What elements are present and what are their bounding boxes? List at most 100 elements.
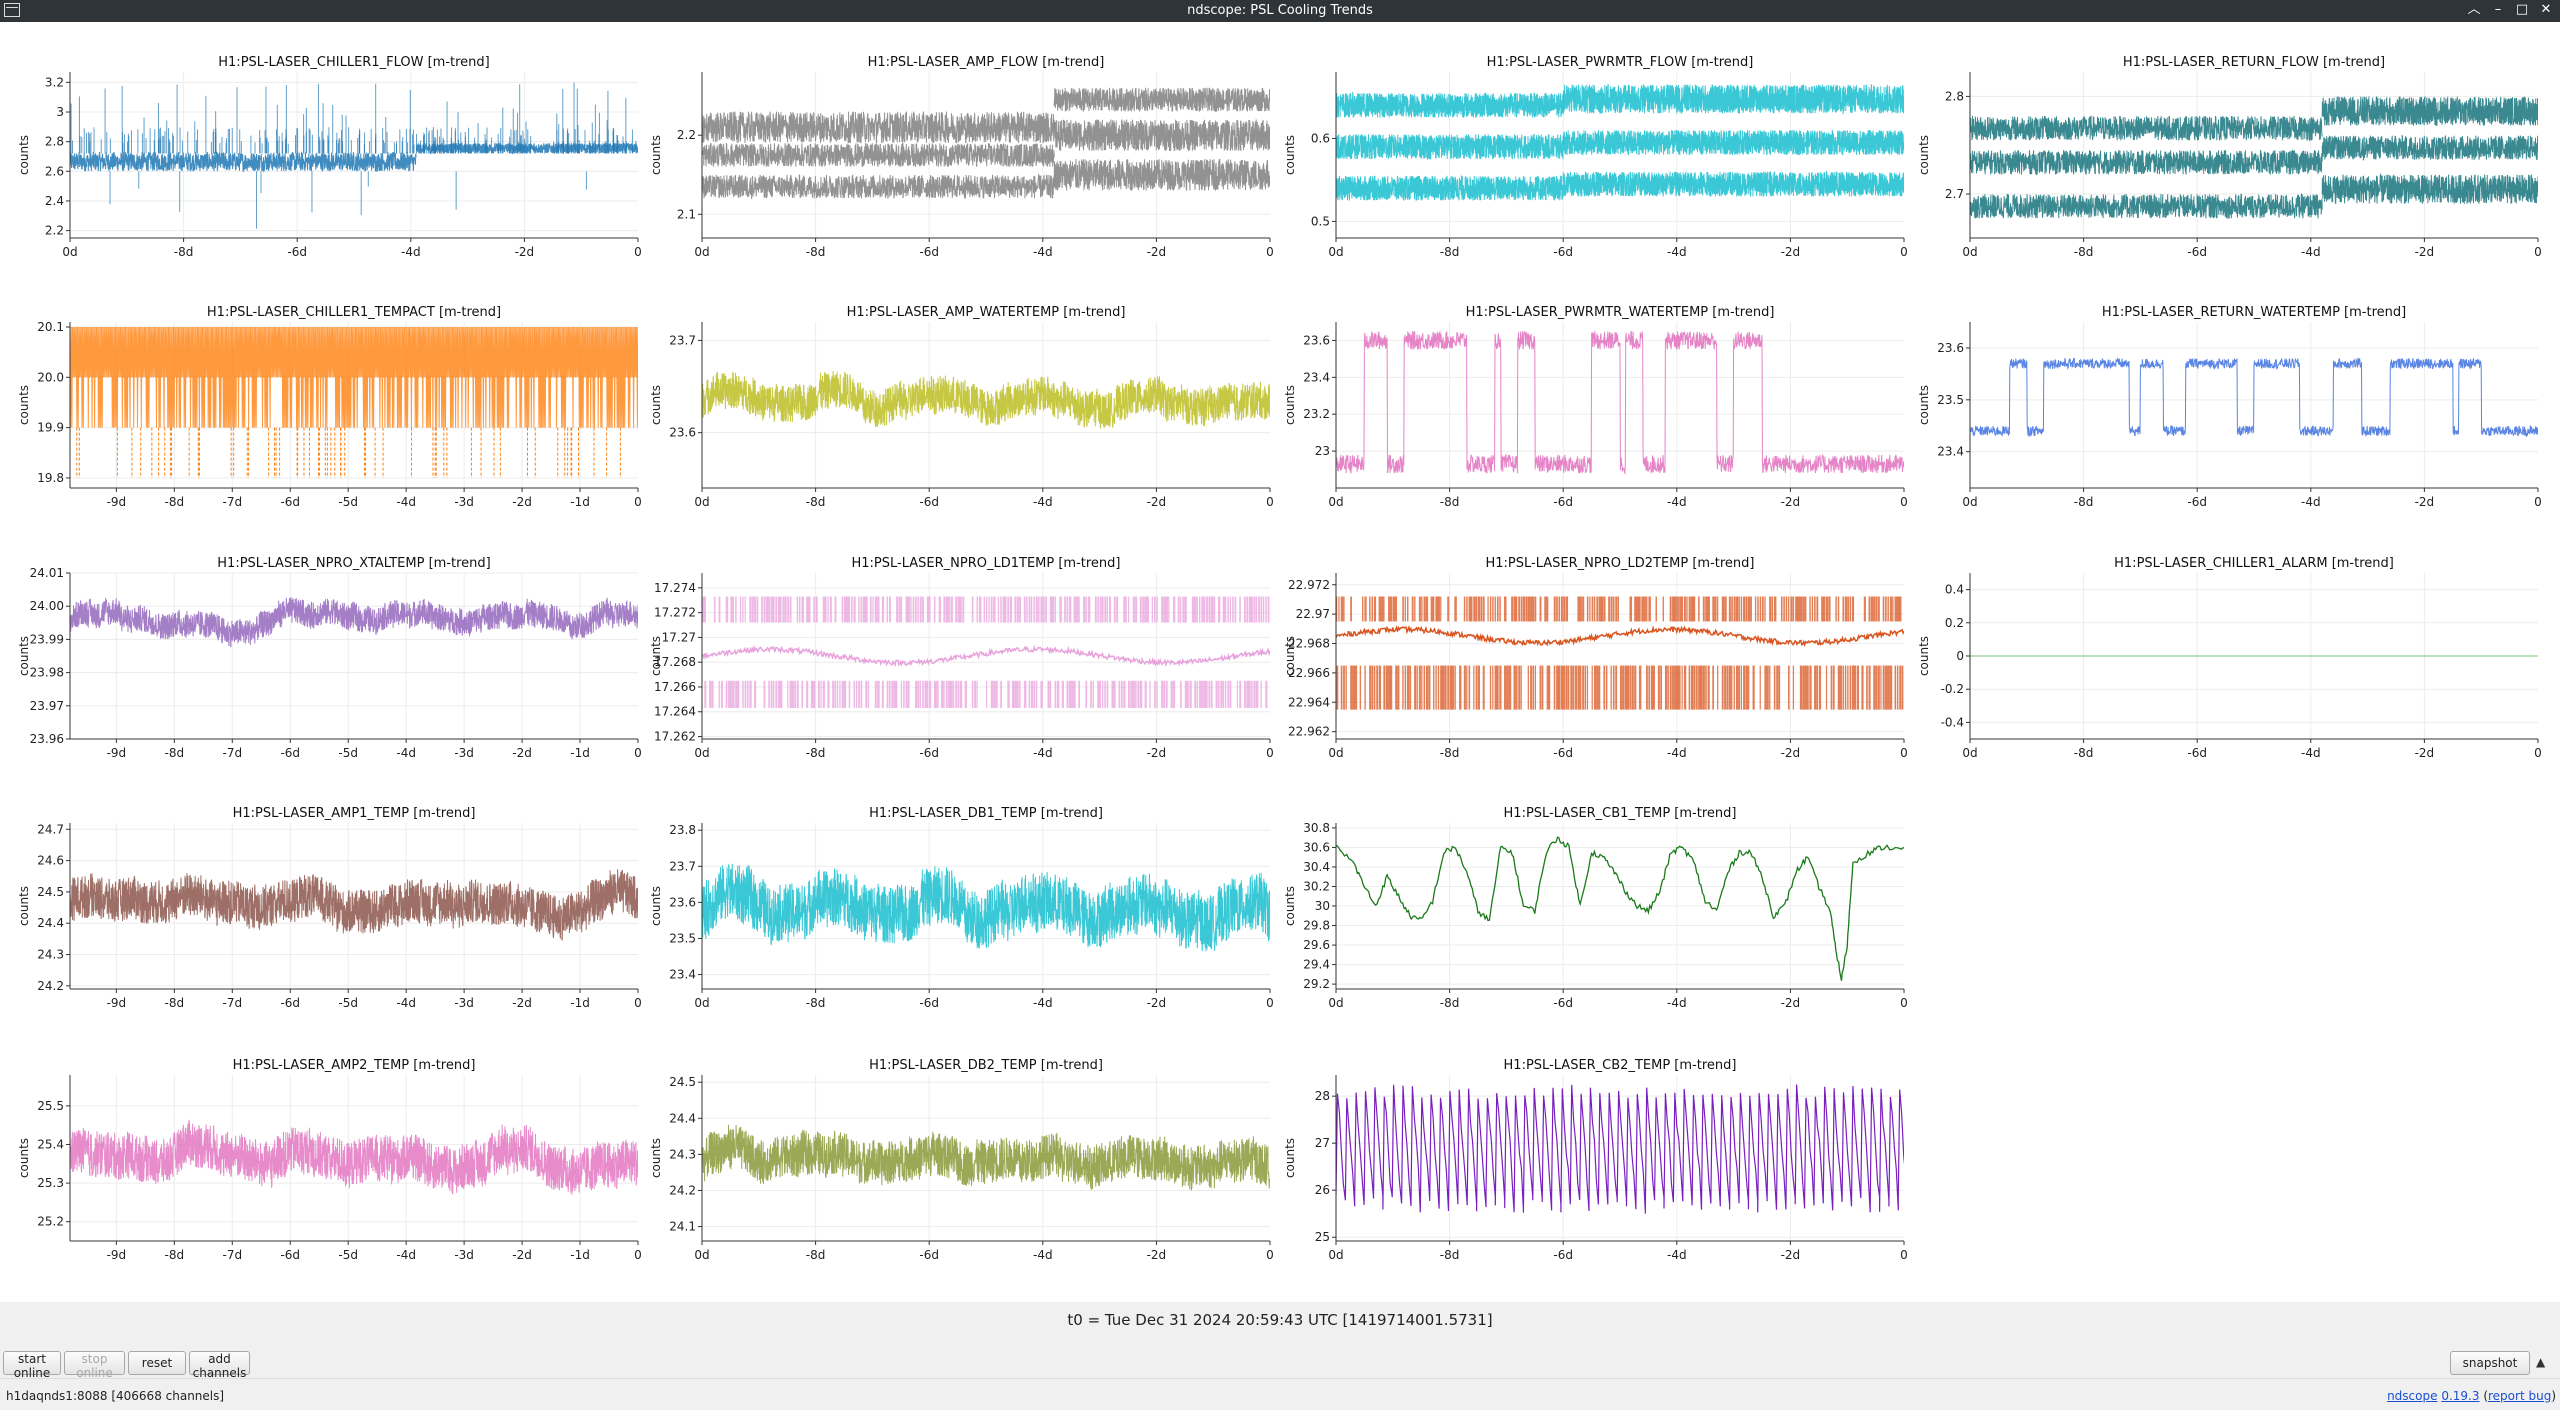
series-band	[1679, 596, 1682, 622]
series-band	[1735, 665, 1739, 710]
series-band	[1601, 596, 1604, 622]
x-tick-label: 0	[1900, 996, 1908, 1010]
series-band	[1123, 596, 1126, 623]
series-band	[1099, 596, 1102, 623]
series-band	[1707, 665, 1710, 710]
series-band	[1544, 596, 1547, 622]
series-band	[1094, 596, 1097, 623]
series-band	[1717, 596, 1719, 622]
plot-grid[interactable]: H1:PSL-LASER_CHILLER1_FLOW [m-trend] 2.2 2…	[0, 22, 2560, 1302]
series-band	[844, 680, 847, 709]
series-line	[1970, 357, 2538, 438]
y-tick-label: 20.0	[37, 370, 64, 384]
series-band	[806, 596, 809, 623]
series-band	[711, 680, 714, 709]
series-band	[1172, 596, 1176, 623]
minimize-icon[interactable]: –	[2494, 2, 2502, 17]
series-band	[1816, 596, 1819, 622]
x-tick-label: -8d	[165, 746, 185, 760]
add-channels-button[interactable]: add channels	[189, 1351, 250, 1380]
y-tick-label: 2.6	[45, 164, 64, 178]
series-band	[1435, 596, 1438, 622]
series-band	[1828, 596, 1831, 622]
maximize-icon[interactable]: □	[2515, 2, 2529, 17]
series-band	[993, 596, 996, 623]
series-band	[1629, 665, 1632, 710]
plot-5[interactable]: H1:PSL-LASER_CHILLER1_TEMPACT [m-trend] 1…	[17, 305, 642, 509]
series-band	[929, 596, 931, 623]
plot-12[interactable]: H1:PSL-LASER_CHILLER1_ALARM [m-trend] -0.…	[1917, 556, 2542, 760]
plot-9[interactable]: H1:PSL-LASER_NPRO_XTALTEMP [m-trend] 23.9…	[17, 556, 642, 760]
series-band	[1064, 596, 1066, 623]
plot-title: H1:PSL-LASER_CHILLER1_TEMPACT [m-trend]	[207, 305, 501, 320]
series-band	[841, 596, 844, 623]
series-band	[1199, 680, 1202, 709]
app-window-icon[interactable]	[4, 3, 20, 17]
keep-above-icon[interactable]: ︿	[2467, 2, 2481, 17]
series-band	[1802, 596, 1805, 622]
plot-10[interactable]: H1:PSL-LASER_NPRO_LD1TEMP [m-trend] 17.26…	[649, 556, 1274, 760]
plot-13[interactable]: H1:PSL-LASER_AMP1_TEMP [m-trend] 24.2 24.3…	[17, 806, 642, 1010]
series-band	[881, 680, 884, 709]
plot-11[interactable]: H1:PSL-LASER_NPRO_LD2TEMP [m-trend] 22.96…	[1283, 556, 1908, 760]
y-axis-label: counts	[1283, 385, 1297, 425]
series-band	[1518, 665, 1521, 710]
y-tick-label: 25.4	[37, 1137, 64, 1151]
series-band	[1560, 665, 1564, 710]
plot-8[interactable]: H1:PSL-LASER_RETURN_WATERTEMP [m-trend] 2…	[1917, 305, 2542, 509]
reset-button[interactable]: reset	[128, 1351, 186, 1375]
x-tick-label: 0d	[1962, 495, 1977, 509]
series-band	[1866, 665, 1868, 710]
series-band	[1423, 665, 1426, 710]
series-band	[1421, 665, 1423, 710]
snapshot-button[interactable]: snapshot	[2450, 1351, 2530, 1375]
ndscope-link[interactable]: ndscope	[2387, 1389, 2438, 1403]
stop-online-button[interactable]: stop online	[64, 1351, 125, 1380]
series-band	[1674, 665, 1677, 710]
y-tick-label: 24.5	[669, 1075, 696, 1089]
series-band	[1229, 596, 1232, 623]
plot-6[interactable]: H1:PSL-LASER_AMP_WATERTEMP [m-trend] 23.6…	[649, 305, 1274, 509]
series-band	[1664, 665, 1668, 710]
x-tick-label: -2d	[512, 495, 532, 509]
series-band	[1610, 596, 1613, 622]
plot-1[interactable]: H1:PSL-LASER_CHILLER1_FLOW [m-trend] 2.2 2…	[17, 55, 642, 259]
plot-15[interactable]: H1:PSL-LASER_CB1_TEMP [m-trend] 29.2 29.4 2…	[1283, 806, 1908, 1010]
report-bug-link[interactable]: report bug	[2488, 1389, 2552, 1403]
series-band	[1137, 680, 1140, 709]
series-band	[1638, 665, 1642, 710]
y-tick-label: 23.8	[669, 823, 696, 837]
series-band	[1236, 680, 1239, 709]
plot-2[interactable]: H1:PSL-LASER_AMP_FLOW [m-trend] 2.1 2.2 0d -…	[649, 55, 1274, 259]
series-band	[1750, 596, 1752, 622]
series-band	[1641, 596, 1644, 622]
series-band	[1470, 596, 1473, 622]
series-band	[1700, 665, 1703, 710]
plot-18[interactable]: H1:PSL-LASER_CB2_TEMP [m-trend] 25 26 27 28 0…	[1283, 1058, 1908, 1262]
plot-17[interactable]: H1:PSL-LASER_DB2_TEMP [m-trend] 24.1 24.2 2…	[649, 1058, 1274, 1262]
series-band	[1875, 596, 1878, 622]
plot-14[interactable]: H1:PSL-LASER_DB1_TEMP [m-trend] 23.4 23.5 2…	[649, 806, 1274, 1010]
series-band	[1622, 665, 1625, 710]
close-icon[interactable]: ✕	[2540, 2, 2552, 17]
x-tick-label: 0	[1266, 746, 1274, 760]
series-band	[919, 680, 921, 709]
plot-7[interactable]: H1:PSL-LASER_PWRMTR_WATERTEMP [m-trend] 2…	[1283, 305, 1908, 509]
version-link[interactable]: 0.19.3	[2441, 1389, 2480, 1403]
plot-4[interactable]: H1:PSL-LASER_RETURN_FLOW [m-trend] 2.7 2.8…	[1917, 55, 2542, 259]
plot-title: H1:PSL-LASER_RETURN_WATERTEMP [m-trend]	[2102, 305, 2406, 320]
series-band	[810, 680, 814, 709]
series-band	[1612, 665, 1615, 710]
start-online-button[interactable]: start online	[3, 1351, 61, 1380]
series-band	[1648, 596, 1651, 622]
collapse-controls-icon[interactable]: ▲	[2536, 1355, 2546, 1369]
x-tick-label: -6d	[280, 996, 300, 1010]
y-tick-label: 23.96	[30, 732, 64, 746]
plot-16[interactable]: H1:PSL-LASER_AMP2_TEMP [m-trend] 25.2 25.3…	[17, 1058, 642, 1262]
report-close-paren: )	[2551, 1389, 2556, 1403]
series-band	[955, 680, 958, 709]
series-band	[1215, 680, 1218, 709]
series-band	[1428, 665, 1431, 710]
y-tick-label: 19.9	[37, 421, 64, 435]
plot-3[interactable]: H1:PSL-LASER_PWRMTR_FLOW [m-trend] 0.5 0.6…	[1283, 55, 1908, 259]
